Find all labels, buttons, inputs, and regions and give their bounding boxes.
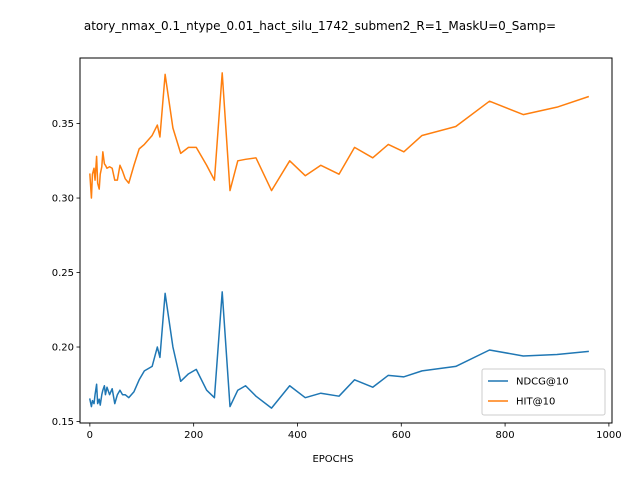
plot-area — [88, 72, 590, 409]
x-tick-label: 600 — [392, 430, 411, 441]
x-axis-title: EPOCHS — [312, 454, 353, 465]
legend-label: NDCG@10 — [516, 377, 569, 388]
legend-label: HIT@10 — [516, 397, 555, 408]
axes-frame — [79, 57, 613, 424]
legend: NDCG@10 HIT@10 — [481, 368, 606, 416]
x-axis: 0 200 400 600 800 1000 — [87, 423, 622, 441]
series-line-hit — [89, 72, 590, 199]
legend-box — [481, 368, 606, 416]
y-tick-label: 0.35 — [52, 119, 74, 130]
y-tick-label: 0.15 — [52, 417, 74, 428]
y-tick-label: 0.25 — [52, 268, 74, 279]
y-tick-label: 0.30 — [52, 194, 74, 205]
y-axis: 0.15 0.20 0.25 0.30 0.35 — [52, 119, 80, 428]
x-tick-label: 1000 — [596, 430, 621, 441]
chart-title: atory_nmax_0.1_ntype_0.01_hact_silu_1742… — [84, 19, 556, 33]
y-tick-label: 0.20 — [52, 343, 74, 354]
x-tick-label: 0 — [87, 430, 93, 441]
x-tick-label: 400 — [288, 430, 307, 441]
x-tick-label: 800 — [496, 430, 515, 441]
x-tick-label: 200 — [184, 430, 203, 441]
series-line-ndcg — [88, 291, 589, 409]
